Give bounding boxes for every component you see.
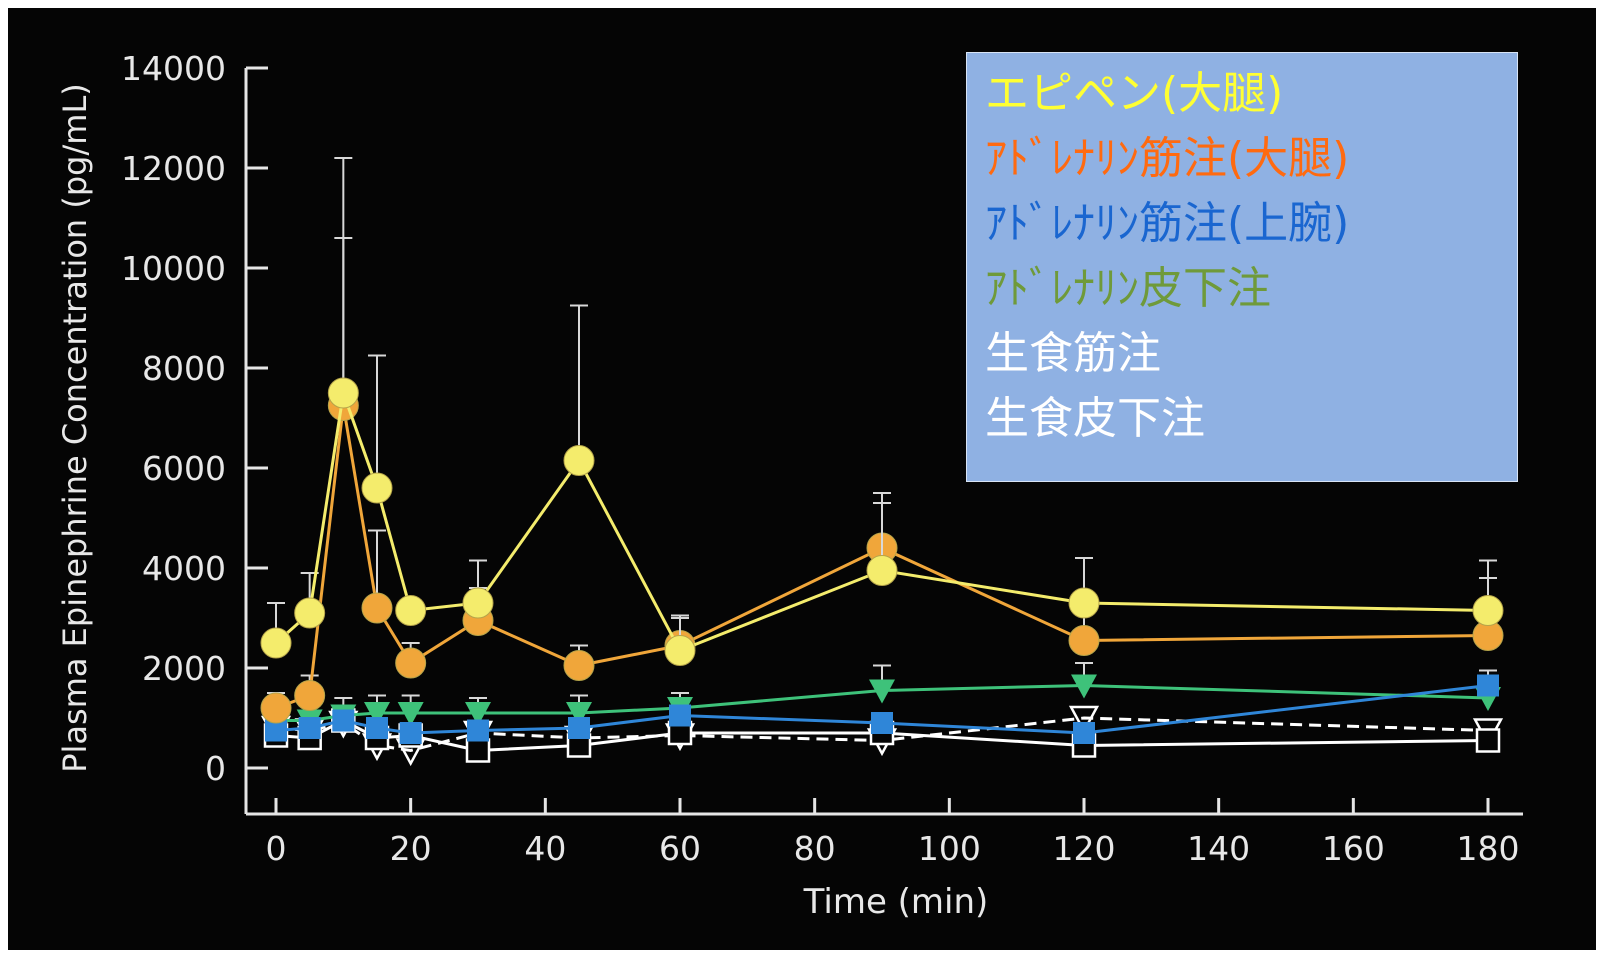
y-tick-label: 14000 <box>121 49 226 88</box>
series-3-point <box>465 702 491 726</box>
x-tick-label: 180 <box>1457 829 1520 868</box>
x-tick-label: 80 <box>794 829 836 868</box>
y-tick-label: 2000 <box>142 649 226 688</box>
series-0-point <box>260 627 292 659</box>
x-tick-label: 140 <box>1187 829 1250 868</box>
legend-item-adrenaline-im-thigh: ｱﾄﾞﾚﾅﾘﾝ筋注(大腿) <box>985 133 1350 184</box>
x-tick-label: 40 <box>524 829 566 868</box>
series-3-point <box>869 679 895 704</box>
legend-item-epipen-thigh: エピペン(大腿) <box>985 68 1284 119</box>
series-0-group <box>260 157 1504 666</box>
series-0-point <box>294 597 326 629</box>
x-tick-label: 60 <box>659 829 701 868</box>
series-2-point <box>1477 674 1499 697</box>
series-0-point <box>462 587 494 619</box>
series-2-point <box>332 709 355 732</box>
chart-frame: 0 2000 4000 6000 8000 10000 12000 14000 0 20 40 60 8… <box>8 8 1596 950</box>
series-1-point <box>563 650 595 681</box>
series-1-point <box>361 592 393 624</box>
series-0-point <box>327 377 359 409</box>
x-tick-label: 20 <box>390 829 432 868</box>
series-2-point <box>265 719 287 742</box>
x-tick-label: 100 <box>918 829 981 868</box>
y-tick-label: 4000 <box>142 549 226 588</box>
legend-box: エピペン(大腿) ｱﾄﾞﾚﾅﾘﾝ筋注(大腿) ｱﾄﾞﾚﾅﾘﾝ筋注(上腕) ｱﾄﾞ… <box>966 52 1518 482</box>
series-2-point <box>298 717 321 739</box>
series-4-point <box>1475 728 1501 753</box>
series-5-point <box>1068 705 1100 734</box>
series-2-point <box>366 717 388 739</box>
legend-item-saline-sc: 生食皮下注 <box>985 393 1205 444</box>
legend-item-adrenaline-sc: ｱﾄﾞﾚﾅﾘﾝ皮下注 <box>985 263 1271 314</box>
axes-layer: 0 2000 4000 6000 8000 10000 12000 14000 0 20 40 60 8… <box>121 49 1523 868</box>
series-2-point <box>669 704 691 727</box>
series-2-point <box>399 722 422 744</box>
y-tick-label: 6000 <box>142 449 226 488</box>
series-2-point <box>568 717 590 739</box>
series-3-point <box>364 702 390 726</box>
series-2-group <box>265 669 1499 744</box>
series-0-point <box>563 445 595 476</box>
series-3-point <box>1071 674 1097 699</box>
y-axis-label: Plasma Epinephrine Concentration (pg/mL) <box>56 83 94 773</box>
series-1-point <box>260 692 292 724</box>
series-0-point <box>664 635 696 666</box>
epinephrine-line-chart: 0 2000 4000 6000 8000 10000 12000 14000 0 20 40 60 8… <box>56 49 1523 922</box>
y-tick-label: 0 <box>205 749 226 788</box>
series-0-point <box>1472 595 1504 626</box>
y-tick-label: 10000 <box>121 249 226 288</box>
series-2-point <box>871 712 893 734</box>
legend-item-saline-im: 生食筋注 <box>985 328 1161 379</box>
series-3-point <box>397 702 424 726</box>
series-4-point <box>465 738 491 763</box>
series-1-point <box>294 680 326 711</box>
series-2-point <box>467 719 489 742</box>
x-tick-label: 120 <box>1053 829 1116 868</box>
y-tick-label: 8000 <box>142 349 226 388</box>
series-0-point <box>395 595 427 626</box>
legend-item-adrenaline-im-arm: ｱﾄﾞﾚﾅﾘﾝ筋注(上腕) <box>985 198 1350 249</box>
series-1-point <box>1068 625 1100 656</box>
series-1-point <box>395 647 427 679</box>
x-tick-label: 0 <box>266 829 287 868</box>
series-3-point <box>566 702 592 726</box>
series-0-point <box>1068 587 1100 619</box>
y-tick-label: 12000 <box>121 149 226 188</box>
series-1-group <box>260 237 1504 724</box>
series-2-point <box>1073 722 1095 744</box>
series-0-point <box>866 555 898 586</box>
series-0-point <box>361 472 393 504</box>
series-layer <box>260 157 1504 767</box>
x-axis-label: Time (min) <box>803 882 989 922</box>
x-tick-label: 160 <box>1322 829 1385 868</box>
